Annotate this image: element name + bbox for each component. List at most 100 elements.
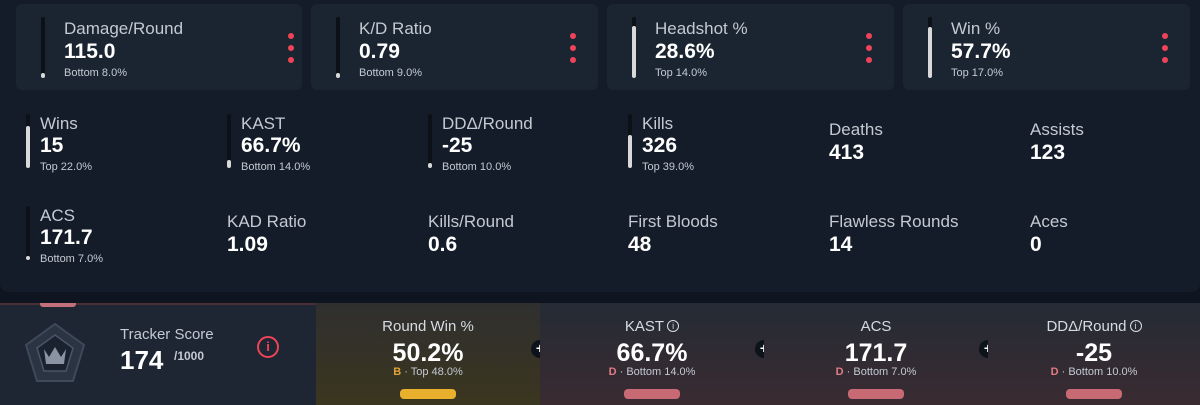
cell-value: 66.7%	[616, 339, 688, 367]
percentile-bar-fill	[227, 160, 231, 168]
stat-kills-round: Kills/Round 0.6	[428, 206, 608, 266]
stat-percentile: Bottom 7.0%	[40, 253, 103, 265]
grade-badge: D	[608, 366, 617, 378]
info-icon[interactable]: i	[1129, 320, 1142, 332]
stat-label: Flawless Rounds	[829, 212, 959, 231]
percentile-bar	[227, 114, 231, 168]
stat-label: Wins	[40, 114, 78, 133]
more-options-icon[interactable]	[864, 33, 874, 63]
stat-value: 326	[642, 134, 678, 157]
stat-label: ACS	[40, 206, 75, 225]
more-options-icon[interactable]	[286, 33, 296, 63]
stat-label: Kills	[642, 114, 674, 133]
stat-value: 123	[1030, 141, 1066, 164]
percentile-bar-fill	[41, 73, 45, 78]
stat-kast: KAST 66.7% Bottom 14.0%	[227, 114, 407, 174]
grade-pill	[400, 389, 456, 399]
stat-percentile: Bottom 9.0%	[359, 67, 422, 79]
percentile-bar	[928, 17, 932, 78]
stat-card-kd-ratio: K/D Ratio 0.79 Bottom 9.0%	[311, 4, 598, 90]
stat-flawless-rounds: Flawless Rounds 14	[829, 206, 1009, 266]
percentile-bar-fill	[26, 256, 30, 260]
stat-value: 171.7	[40, 226, 93, 249]
stat-label: First Bloods	[628, 212, 718, 231]
tracker-score-value: 174	[120, 345, 164, 375]
stat-card-win-percent: Win % 57.7% Top 17.0%	[903, 4, 1190, 90]
stat-percentile: Bottom 8.0%	[64, 67, 127, 79]
more-options-icon[interactable]	[1160, 33, 1170, 63]
stat-aces: Aces 0	[1030, 206, 1200, 266]
grade-badge: D	[835, 366, 844, 378]
stat-first-bloods: First Bloods 48	[628, 206, 808, 266]
stat-value: -25	[442, 134, 473, 157]
stat-percentile: Bottom 10.0%	[442, 161, 512, 173]
cell-label: KAST i	[540, 318, 764, 335]
stat-value: 57.7%	[951, 40, 1011, 63]
percentile-bar-fill	[928, 27, 932, 78]
stat-value: 14	[829, 233, 853, 256]
percentile-bar-fill	[632, 25, 636, 78]
cell-label: DDΔ/Round i	[988, 318, 1200, 335]
stat-deaths: Deaths 413	[829, 114, 1009, 174]
percentile-bar	[632, 17, 636, 78]
tracker-cell-dd-delta: DDΔ/Round i -25 D · Bottom 10.0%	[988, 303, 1200, 405]
cell-value: 50.2%	[392, 339, 464, 367]
percentile-bar-fill	[628, 135, 632, 168]
percentile-bar	[336, 17, 340, 78]
stat-percentile: Top 22.0%	[40, 161, 92, 173]
stat-value: 413	[829, 141, 865, 164]
stat-label: Assists	[1030, 120, 1084, 139]
tracker-rank-icon	[24, 322, 86, 382]
stat-label: Headshot %	[655, 19, 748, 38]
stat-label: Win %	[951, 19, 1001, 38]
stat-label: Kills/Round	[428, 212, 514, 231]
stat-value: 48	[628, 233, 652, 256]
tracker-score-max: /1000	[174, 349, 205, 363]
cell-rank: B · Top 48.0%	[393, 366, 463, 378]
info-icon[interactable]: i	[667, 320, 680, 332]
stat-label: KAST	[241, 114, 286, 133]
stat-value: 15	[40, 134, 64, 157]
tracker-score-bar: Tracker Score 174 /1000 i Round Win % 50…	[0, 303, 1200, 405]
grade-pill	[848, 389, 904, 399]
cell-label: Round Win %	[382, 318, 474, 335]
stat-label: DDΔ/Round	[442, 114, 533, 133]
cell-label: ACS	[860, 318, 892, 335]
stat-value: 0	[1030, 233, 1042, 256]
cell-value: -25	[1075, 339, 1113, 367]
stat-wins: Wins 15 Top 22.0%	[26, 114, 206, 174]
percentile-bar	[41, 17, 45, 78]
stat-label: Aces	[1030, 212, 1068, 231]
percentile-bar	[428, 114, 432, 168]
cell-value: 171.7	[844, 339, 908, 367]
tracker-cell-acs: ACS 171.7 D · Bottom 7.0%	[764, 303, 988, 405]
cell-rank: D · Bottom 7.0%	[835, 366, 917, 378]
stat-kills: Kills 326 Top 39.0%	[628, 114, 808, 174]
grade-pill	[1066, 389, 1122, 399]
stat-value: 66.7%	[241, 134, 301, 157]
tracker-score-label: Tracker Score	[120, 326, 214, 343]
stat-acs: ACS 171.7 Bottom 7.0%	[26, 206, 206, 266]
percentile-bar	[26, 114, 30, 168]
stat-card-damage-round: Damage/Round 115.0 Bottom 8.0%	[16, 4, 302, 90]
tracker-score-summary: Tracker Score 174 /1000 i	[0, 303, 316, 405]
stat-value: 0.79	[359, 40, 400, 63]
more-options-icon[interactable]	[568, 33, 578, 63]
stat-value: 0.6	[428, 233, 458, 256]
tracker-cell-kast: KAST i 66.7% D · Bottom 14.0%	[540, 303, 764, 405]
stat-percentile: Bottom 14.0%	[241, 161, 311, 173]
tracker-info-icon[interactable]: i	[257, 336, 279, 358]
stat-percentile: Top 14.0%	[655, 67, 707, 79]
stat-assists: Assists 123	[1030, 114, 1200, 174]
percentile-bar	[628, 114, 632, 168]
cell-rank: D · Bottom 14.0%	[608, 366, 696, 378]
percentile-bar	[26, 206, 30, 260]
grade-badge: D	[1050, 366, 1059, 378]
stat-value: 115.0	[64, 40, 116, 63]
percentile-bar-fill	[336, 72, 340, 78]
stat-label: Deaths	[829, 120, 883, 139]
stat-label: KAD Ratio	[227, 212, 307, 231]
stat-percentile: Top 17.0%	[951, 67, 1003, 79]
stats-panel: Damage/Round 115.0 Bottom 8.0% K/D Ratio…	[16, 4, 1200, 266]
percentile-bar-fill	[428, 162, 432, 168]
